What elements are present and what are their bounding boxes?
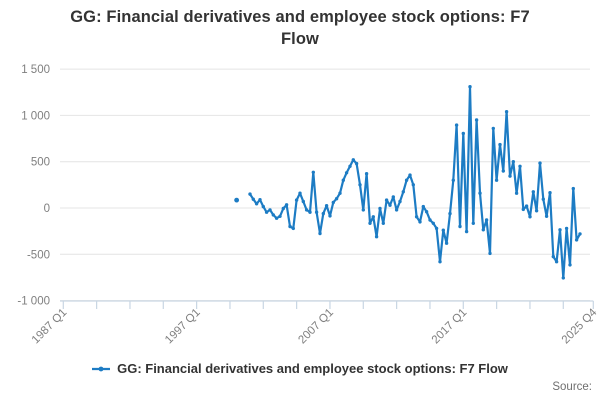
svg-text:1 500: 1 500 [21, 64, 50, 76]
svg-text:500: 500 [31, 157, 50, 169]
chart-title-line1: GG: Financial derivatives and employee s… [70, 8, 530, 26]
legend-line-marker-icon [92, 366, 111, 371]
chart-title: GG: Financial derivatives and employee s… [20, 7, 580, 51]
svg-text:1987 Q1: 1987 Q1 [30, 307, 70, 347]
svg-text:2007 Q1: 2007 Q1 [296, 307, 336, 347]
chart-legend[interactable]: GG: Financial derivatives and employee s… [0, 361, 600, 376]
svg-text:1997 Q1: 1997 Q1 [163, 307, 203, 347]
svg-text:2025 Q4: 2025 Q4 [560, 306, 600, 346]
source-label: Source: [552, 381, 592, 393]
chart-title-line2: Flow [281, 29, 319, 48]
svg-text:-1 000: -1 000 [17, 296, 50, 308]
svg-text:0: 0 [44, 203, 50, 215]
svg-text:2017 Q1: 2017 Q1 [430, 307, 470, 347]
svg-text:-500: -500 [27, 249, 50, 261]
legend-series-label: GG: Financial derivatives and employee s… [117, 361, 508, 376]
svg-text:1 000: 1 000 [21, 110, 50, 122]
